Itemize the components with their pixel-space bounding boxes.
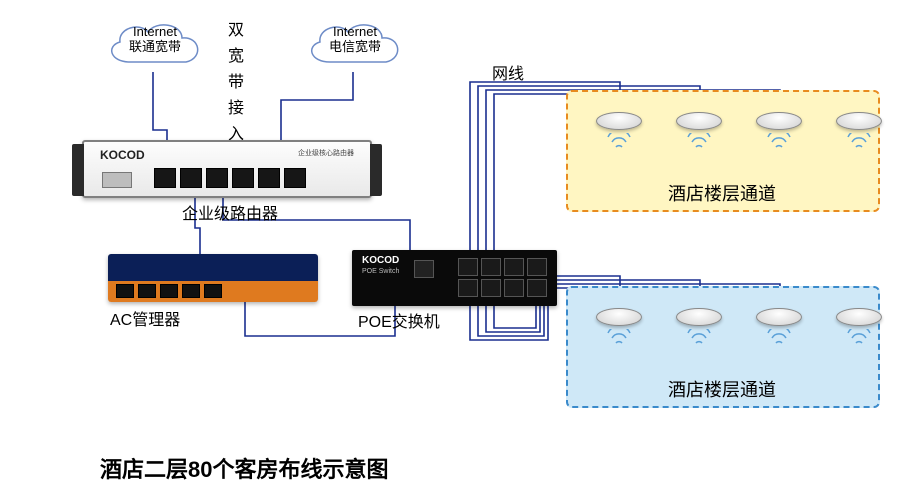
diagram-title: 酒店二层80个客房布线示意图 bbox=[100, 452, 388, 484]
ac-manager-label: AC管理器 bbox=[110, 306, 180, 330]
router-label: 企业级路由器 bbox=[182, 200, 278, 224]
wireless-ap bbox=[756, 112, 802, 130]
wireless-ap bbox=[836, 112, 882, 130]
cloud-line1: Internet bbox=[333, 24, 377, 39]
poe-subtext: POE Switch bbox=[362, 268, 399, 275]
enterprise-router-device: KOCOD 企业级核心路由器 bbox=[82, 140, 372, 198]
dual-wan-label: 双 宽 带 接 入 bbox=[227, 18, 245, 148]
cloud-line1: Internet bbox=[133, 24, 177, 39]
wireless-ap bbox=[596, 112, 642, 130]
zone-label: 酒店楼层通道 bbox=[668, 376, 776, 402]
cloud-internet-unicom: Internet联通宽带 bbox=[100, 16, 210, 76]
wireless-ap bbox=[756, 308, 802, 326]
poe-switch-label: POE交换机 bbox=[358, 308, 440, 332]
cable-label: 网线 bbox=[492, 60, 524, 84]
diagram-canvas: { "title": "酒店二层80个客房布线示意图", "title_pos"… bbox=[0, 0, 900, 500]
cloud-internet-telecom: Internet电信宽带 bbox=[300, 16, 410, 76]
wireless-ap bbox=[676, 308, 722, 326]
zone-label: 酒店楼层通道 bbox=[668, 180, 776, 206]
wireless-ap bbox=[596, 308, 642, 326]
cloud-line2: 联通宽带 bbox=[129, 39, 181, 54]
router-brand: KOCOD bbox=[100, 148, 145, 162]
poe-brand: KOCOD bbox=[362, 255, 399, 266]
poe-switch-device: KOCOD POE Switch bbox=[352, 250, 557, 306]
wireless-ap bbox=[836, 308, 882, 326]
ac-manager-device bbox=[108, 254, 318, 302]
cloud-line2: 电信宽带 bbox=[329, 39, 381, 54]
router-subtext: 企业级核心路由器 bbox=[298, 148, 354, 158]
wireless-ap bbox=[676, 112, 722, 130]
